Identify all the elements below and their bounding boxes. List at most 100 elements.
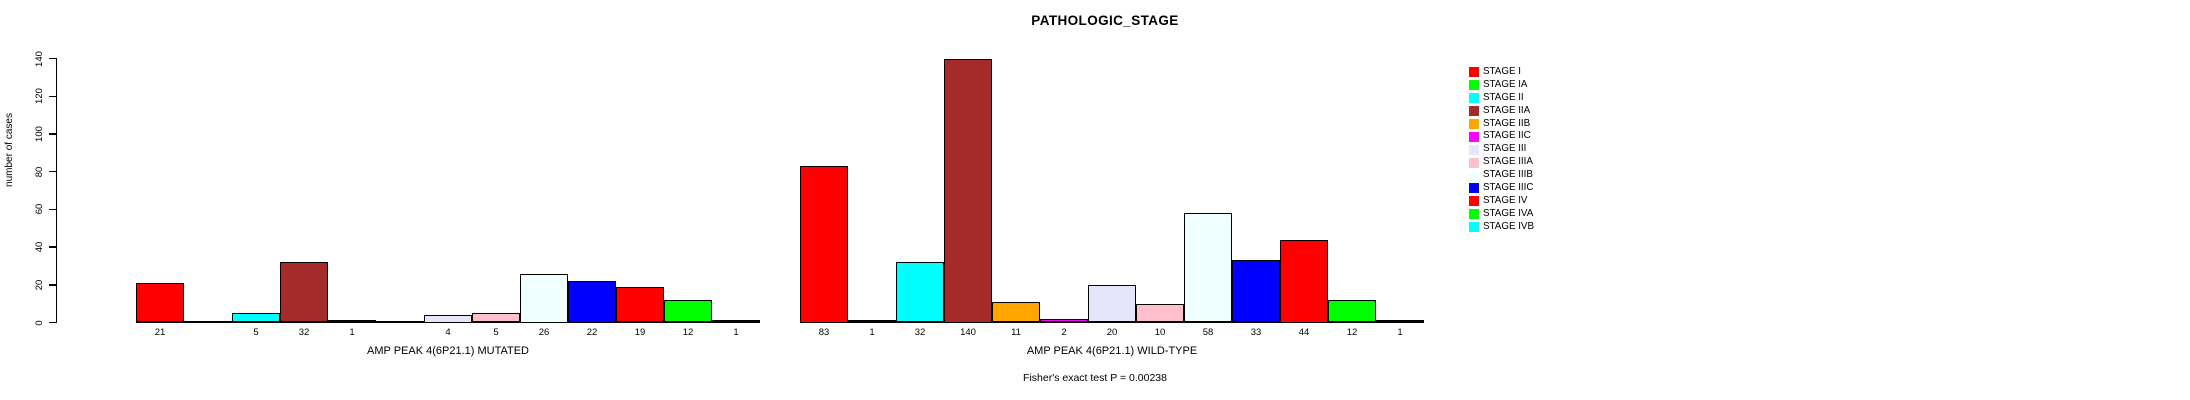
legend-label: STAGE I: [1483, 66, 1521, 77]
legend-label: STAGE IIIB: [1483, 169, 1533, 181]
bar-stage-iic: [1040, 318, 1088, 323]
legend-row: STAGE IV: [1469, 195, 1534, 208]
legend-swatch-icon: [1469, 119, 1479, 129]
bar-value-label: 11: [1011, 327, 1021, 338]
x-axis-title-wildtype: AMP PEAK 4(6P21.1) WILD-TYPE: [1026, 345, 1198, 357]
fisher-test-annotation: Fisher's exact test P = 0.00238: [1023, 372, 1167, 384]
bar-value-label: 1: [733, 327, 739, 338]
legend-label: STAGE II: [1483, 91, 1524, 103]
bar-stage-iiib: [1184, 213, 1232, 323]
legend-label: STAGE IIC: [1483, 130, 1531, 142]
legend-swatch-icon: [1469, 106, 1479, 117]
y-tick-label: 100: [34, 125, 45, 142]
bar-stage-ia: [848, 319, 896, 323]
legend-row: STAGE IVB: [1469, 221, 1534, 234]
legend-row: STAGE IIIB: [1469, 169, 1534, 182]
legend-label: STAGE IIA: [1483, 104, 1531, 116]
bar-value-label: 20: [1106, 327, 1118, 338]
bar-value-label: 2: [1061, 327, 1067, 338]
bar-stage-iia: [944, 58, 992, 323]
legend-row: STAGE III: [1469, 143, 1534, 156]
y-tick: [49, 57, 56, 60]
bar-value-label: 1: [349, 327, 355, 338]
legend-label: STAGE IVB: [1483, 220, 1534, 232]
legend-row: STAGE IVA: [1469, 208, 1534, 221]
bar-value-label: 83: [818, 327, 830, 338]
bar-stage-ivb: [712, 319, 760, 323]
bar-stage-iiia: [1136, 303, 1184, 323]
bar-value-label: 21: [154, 327, 166, 338]
y-tick-label: 120: [34, 88, 45, 105]
bar-stage-iiia: [472, 313, 520, 323]
bar-stage-iv: [1280, 239, 1328, 323]
legend-swatch-icon: [1469, 157, 1479, 168]
chart-title: PATHOLOGIC_STAGE: [1031, 13, 1179, 28]
legend-row: STAGE IA: [1469, 79, 1534, 92]
y-tick: [49, 133, 56, 135]
bar-stage-ivb: [1376, 319, 1424, 323]
bar-stage-i: [136, 282, 184, 323]
bar-stage-iia: [280, 262, 328, 323]
legend-swatch-icon: [1469, 144, 1479, 155]
legend-label: STAGE III: [1483, 143, 1527, 155]
legend-swatch-icon: [1469, 196, 1479, 207]
bar-stage-iiic: [568, 281, 616, 323]
bar-stage-iii: [424, 315, 472, 323]
bar-value-label: 10: [1154, 327, 1166, 338]
bar-stage-iva: [1328, 299, 1376, 323]
y-tick: [49, 321, 56, 324]
legend-row: STAGE I: [1469, 66, 1534, 79]
y-tick: [49, 208, 56, 211]
legend-label: STAGE IIB: [1483, 117, 1531, 129]
y-tick-label: 40: [34, 241, 45, 253]
legend-swatch-icon: [1469, 67, 1479, 78]
y-axis-label: number of cases: [4, 113, 15, 187]
bar-stage-iva: [664, 299, 712, 323]
legend-row: STAGE IIA: [1469, 105, 1534, 118]
legend-swatch-icon: [1469, 80, 1479, 91]
bar-value-label: 32: [298, 327, 310, 338]
y-tick-label: 60: [34, 204, 45, 215]
bar-stage-iib: [328, 319, 376, 323]
y-tick: [49, 284, 56, 286]
y-tick: [49, 170, 56, 173]
legend-row: STAGE IIC: [1469, 130, 1534, 143]
bar-value-label: 140: [960, 327, 976, 338]
legend-row: STAGE II: [1469, 92, 1534, 105]
legend-label: STAGE IIIA: [1483, 156, 1533, 168]
y-tick-label: 20: [34, 279, 45, 291]
y-tick: [49, 246, 56, 248]
bar-stage-iiib: [520, 273, 568, 323]
legend-row: STAGE IIIC: [1469, 182, 1534, 195]
bar-value-label: 5: [253, 327, 259, 338]
bar-stage-iv: [616, 286, 664, 323]
bar-value-label: 19: [634, 327, 646, 338]
bar-stage-iiic: [1232, 260, 1280, 323]
legend-swatch-icon: [1469, 183, 1479, 194]
y-tick-label: 140: [34, 50, 45, 67]
bar-value-label: 12: [682, 327, 694, 338]
bar-stage-ii: [232, 313, 280, 323]
bar-value-label: 12: [1346, 327, 1358, 338]
y-axis-line: [55, 58, 57, 323]
legend-swatch-icon: [1469, 93, 1479, 104]
bar-value-label: 1: [1397, 327, 1403, 338]
bar-stage-iib: [992, 301, 1040, 323]
y-tick-label: 80: [34, 166, 45, 177]
legend-swatch-icon: [1469, 209, 1479, 220]
bar-value-label: 22: [586, 327, 598, 338]
legend-row: STAGE IIIA: [1469, 156, 1534, 169]
bar-value-label: 32: [914, 327, 926, 338]
legend-swatch-icon: [1469, 170, 1479, 181]
x-axis-title-mutated: AMP PEAK 4(6P21.1) MUTATED: [367, 345, 529, 357]
bar-stage-iii: [1088, 284, 1136, 323]
bar-value-label: 4: [445, 327, 451, 338]
bar-value-label: 44: [1298, 327, 1310, 338]
bar-value-label: 58: [1202, 327, 1214, 338]
legend-label: STAGE IA: [1483, 78, 1528, 90]
y-tick-label: 0: [34, 319, 45, 326]
legend-label: STAGE IVA: [1483, 207, 1534, 219]
legend-label: STAGE IIIC: [1483, 182, 1534, 194]
bar-value-label: 33: [1250, 327, 1262, 338]
